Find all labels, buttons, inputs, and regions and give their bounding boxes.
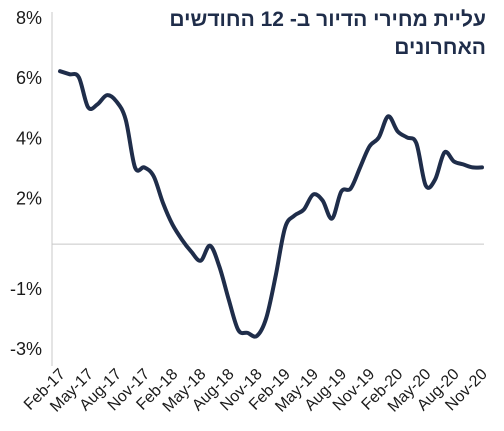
data-point — [302, 208, 306, 212]
data-point — [452, 159, 456, 163]
data-point — [171, 223, 175, 227]
data-point — [133, 165, 137, 169]
data-point — [386, 114, 390, 118]
data-point — [208, 244, 212, 248]
chart-title: עליית מחירי הדיור ב- 12 החודשים האחרונים — [169, 8, 486, 59]
y-tick-label: -3% — [10, 339, 42, 359]
y-tick-label: 2% — [16, 189, 42, 209]
y-tick-label: 8% — [16, 8, 42, 28]
data-point — [189, 250, 193, 254]
data-point — [480, 165, 484, 169]
data-point — [77, 75, 81, 79]
data-point — [105, 93, 109, 97]
y-tick-label: -1% — [10, 279, 42, 299]
data-point — [67, 72, 71, 76]
data-point — [358, 165, 362, 169]
data-point — [330, 217, 334, 221]
data-point — [442, 150, 446, 154]
data-point — [471, 165, 475, 169]
series-line — [58, 69, 484, 339]
data-point — [227, 298, 231, 302]
y-tick-label: 4% — [16, 128, 42, 148]
data-point — [180, 238, 184, 242]
data-point — [292, 214, 296, 218]
data-point — [264, 316, 268, 320]
data-point — [217, 265, 221, 269]
data-point — [367, 144, 371, 148]
y-tick-label: 6% — [16, 68, 42, 88]
data-point — [142, 165, 146, 169]
data-point — [124, 117, 128, 121]
data-point — [461, 162, 465, 166]
data-point — [96, 102, 100, 106]
data-point — [152, 174, 156, 178]
data-point — [161, 202, 165, 206]
data-point — [321, 199, 325, 203]
data-point — [255, 334, 259, 338]
data-point — [236, 328, 240, 332]
data-point — [58, 69, 62, 73]
data-point — [377, 135, 381, 139]
data-point — [246, 331, 250, 335]
data-point — [114, 99, 118, 103]
data-point — [424, 183, 428, 187]
data-point — [339, 190, 343, 194]
data-point — [86, 105, 90, 109]
data-point — [274, 274, 278, 278]
data-point — [199, 259, 203, 263]
data-point — [405, 135, 409, 139]
data-point — [283, 226, 287, 230]
data-point — [396, 129, 400, 133]
data-point — [311, 193, 315, 197]
data-point — [349, 187, 353, 191]
data-point — [433, 177, 437, 181]
data-point — [414, 141, 418, 145]
